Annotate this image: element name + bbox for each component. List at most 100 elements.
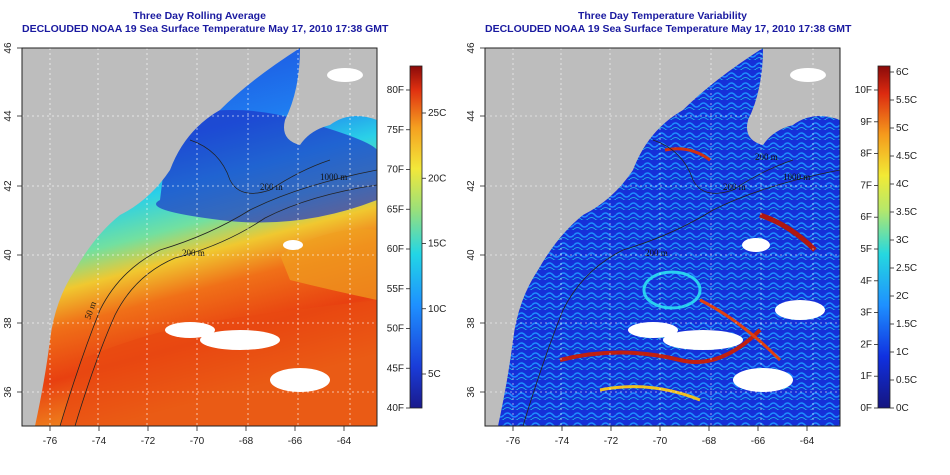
bathymetry-contour	[74, 184, 377, 426]
colorbar-c-label: 10C	[428, 304, 446, 315]
colorbar-c-label: 3C	[896, 235, 909, 246]
right-colorbar-f-labels: 10F 9F 8F 7F 6F 5F 4F 3F 2F 1F 0F	[855, 85, 878, 414]
left-lon-tick-label: -74	[92, 436, 107, 447]
bathymetry-contour	[59, 169, 377, 426]
left-lon-tick-label: -72	[141, 436, 156, 447]
right-title-line1: Three Day Temperature Variability	[577, 10, 748, 22]
left-title-line1: Three Day Rolling Average	[133, 10, 266, 22]
high-variability-band	[664, 147, 711, 162]
left-lat-tick-label: 40	[3, 249, 14, 261]
contour-label: 200 m	[182, 248, 205, 258]
colorbar-f-label: 8F	[860, 149, 872, 160]
left-map: 200 m 1000 m 50 m 200 m	[22, 48, 377, 426]
colorbar-f-label: 60F	[387, 244, 404, 255]
colorbar-c-label: 25C	[428, 108, 446, 119]
colorbar-f-label: 4F	[860, 276, 872, 287]
left-lat-tick-label: 42	[3, 180, 14, 192]
left-graticule	[22, 48, 377, 426]
left-colorbar	[409, 65, 423, 409]
colorbar-c-label: 15C	[428, 239, 446, 250]
right-lon-tick-label: -72	[604, 436, 619, 447]
high-variability-band	[559, 328, 762, 364]
left-colorbar-c-labels: 25C 20C 15C 10C 5C	[422, 108, 446, 380]
left-title-line2: DECLOUDED NOAA 19 Sea Surface Temperatur…	[22, 23, 389, 35]
cloud-gap	[790, 68, 826, 82]
left-lon-tick-label: -66	[288, 436, 303, 447]
colorbar-c-label: 5.5C	[896, 95, 917, 106]
colorbar-c-label: 2C	[896, 291, 909, 302]
right-lon-tick-label: -70	[653, 436, 668, 447]
colorbar-f-label: 50F	[387, 324, 404, 335]
colorbar-f-label: 6F	[860, 212, 872, 223]
colorbar-c-label: 5C	[428, 369, 441, 380]
colorbar-f-label: 80F	[387, 85, 404, 96]
contour-label: 200 m	[755, 152, 778, 162]
colorbar-f-label: 55F	[387, 284, 404, 295]
colorbar-f-label: 1F	[860, 371, 872, 382]
left-lon-tick-label: -70	[190, 436, 205, 447]
cloud-gap	[327, 68, 363, 82]
right-map-title: Three Day Temperature Variability DECLOU…	[485, 10, 852, 36]
colorbar-c-label: 20C	[428, 173, 446, 184]
contour-label: 1000 m	[783, 172, 810, 182]
cloud-gap	[200, 330, 280, 350]
colorbar-f-label: 9F	[860, 117, 872, 128]
right-lat-tick-label: 40	[466, 249, 477, 261]
colorbar-f-label: 65F	[387, 204, 404, 215]
colorbar-f-label: 7F	[860, 180, 872, 191]
contour-label: 200 m	[723, 182, 746, 192]
right-lat-tick-label: 46	[466, 42, 477, 54]
right-map-frame	[484, 47, 841, 427]
left-lon-tick-label: -68	[239, 436, 254, 447]
high-variability-band	[699, 298, 782, 362]
left-lon-tick-label: -64	[337, 436, 352, 447]
right-land-coast	[485, 48, 763, 426]
right-lon-tick-label: -68	[702, 436, 717, 447]
cloud-gap	[270, 368, 330, 392]
left-colorbar-f-labels: 80F 75F 70F 65F 60F 55F 50F 45F 40F	[387, 85, 410, 414]
colorbar-c-label: 4C	[896, 179, 909, 190]
bathymetry-contour	[522, 169, 840, 426]
right-colorbar	[877, 65, 891, 409]
right-lon-tick-label: -76	[506, 436, 521, 447]
right-lat-tick-label: 42	[466, 180, 477, 192]
colorbar-c-label: 0.5C	[896, 375, 917, 386]
left-lon-ticks: -76 -74 -72 -70 -68 -66 -64	[43, 426, 352, 447]
colorbar-f-label: 45F	[387, 363, 404, 374]
cloud-gap	[742, 238, 770, 252]
colorbar-c-label: 3.5C	[896, 207, 917, 218]
colorbar-f-label: 75F	[387, 125, 404, 136]
cloud-gap	[775, 300, 825, 320]
left-map-title: Three Day Rolling Average DECLOUDED NOAA…	[22, 10, 389, 36]
colorbar-c-label: 1C	[896, 347, 909, 358]
left-lon-tick-label: -76	[43, 436, 58, 447]
left-lat-ticks: 46 44 42 40 38 36	[3, 42, 22, 398]
colorbar-f-label: 2F	[860, 339, 872, 350]
left-lat-tick-label: 46	[3, 42, 14, 54]
shelf-water	[156, 110, 377, 223]
colorbar-c-label: 2.5C	[896, 263, 917, 274]
left-lat-tick-label: 36	[3, 386, 14, 398]
bathymetry-contour	[189, 139, 331, 194]
right-lat-tick-label: 44	[466, 110, 477, 122]
colorbar-f-label: 3F	[860, 308, 872, 319]
left-land-coast	[22, 48, 300, 426]
cloud-gap	[663, 330, 743, 350]
colorbar-f-label: 10F	[855, 85, 872, 96]
colorbar-f-label: 70F	[387, 165, 404, 176]
warm-eddy	[280, 229, 377, 300]
cloud-gap	[283, 240, 303, 250]
colorbar-c-label: 5C	[896, 123, 909, 134]
right-lon-tick-label: -64	[800, 436, 815, 447]
right-lat-ticks: 46 44 42 40 38 36	[466, 42, 485, 398]
high-variability-band	[759, 212, 817, 252]
right-lon-ticks: -76 -74 -72 -70 -68 -66 -64	[506, 426, 815, 447]
right-graticule	[485, 48, 840, 426]
bathymetry-contour	[652, 139, 794, 194]
colorbar-c-label: 0C	[896, 403, 909, 414]
right-lat-tick-label: 38	[466, 317, 477, 329]
right-lon-tick-label: -66	[751, 436, 766, 447]
colorbar-c-label: 6C	[896, 67, 909, 78]
right-title-line2: DECLOUDED NOAA 19 Sea Surface Temperatur…	[485, 23, 852, 35]
